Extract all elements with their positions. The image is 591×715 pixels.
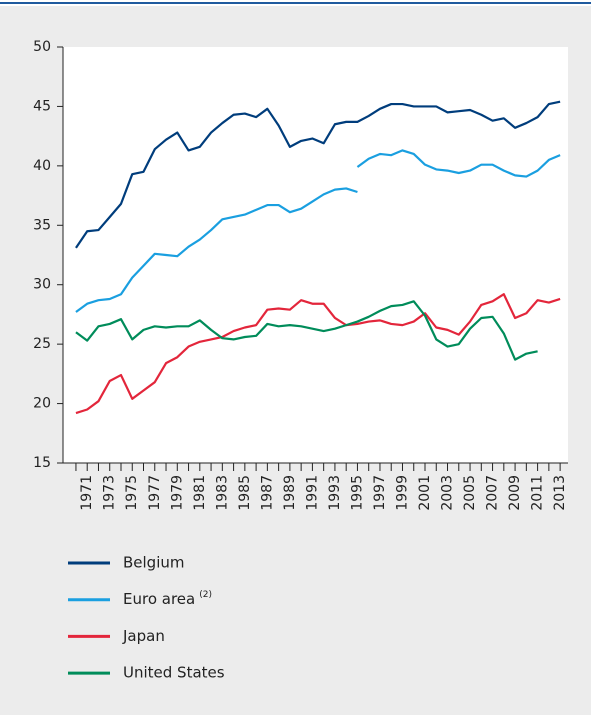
legend-note: (2): [199, 590, 212, 600]
x-tick-label: 2009: [507, 475, 523, 511]
x-tick-label: 2013: [552, 475, 568, 511]
series-line: [75, 300, 538, 361]
x-tick-label: 1973: [102, 475, 118, 511]
x-tick-label: 1989: [282, 475, 298, 511]
x-tick-label: 2011: [530, 475, 546, 511]
x-tick-label: 1987: [259, 475, 275, 511]
x-tick-label: 1977: [147, 475, 163, 511]
x-tick-label: 1991: [304, 475, 320, 511]
y-tick-label: 25: [33, 336, 51, 352]
x-tick-label: 1993: [327, 475, 343, 511]
x-tick-label: 1985: [237, 475, 253, 511]
series-line: [75, 100, 561, 249]
x-tick-label: 1971: [79, 475, 95, 511]
y-tick-label: 50: [33, 39, 51, 55]
x-tick-label: 1975: [124, 475, 140, 511]
legend-label: Euro area: [123, 590, 195, 608]
x-tick-label: 1999: [394, 475, 410, 511]
x-tick-label: 2007: [485, 475, 501, 511]
x-tick-label: 1983: [214, 475, 230, 511]
plot-area: [63, 47, 568, 463]
x-tick-label: 2003: [440, 475, 456, 511]
x-tick-label: 2005: [462, 475, 478, 511]
series-line: [75, 149, 561, 313]
x-tick-label: 1997: [372, 475, 388, 511]
x-tick-label: 1995: [349, 475, 365, 511]
y-tick-label: 30: [33, 277, 51, 293]
x-tick-label: 1979: [169, 475, 185, 511]
x-tick-label: 2001: [417, 475, 433, 511]
legend-label: Belgium: [123, 554, 185, 572]
legend-label: Japan: [122, 627, 165, 645]
legend-label: United States: [123, 664, 225, 682]
y-tick-label: 15: [33, 455, 51, 471]
series-line: [75, 293, 561, 415]
x-tick-label: 1981: [192, 475, 208, 511]
y-tick-label: 45: [33, 98, 51, 114]
y-tick-label: 35: [33, 217, 51, 233]
y-tick-label: 40: [33, 158, 51, 174]
y-tick-label: 20: [33, 396, 51, 412]
